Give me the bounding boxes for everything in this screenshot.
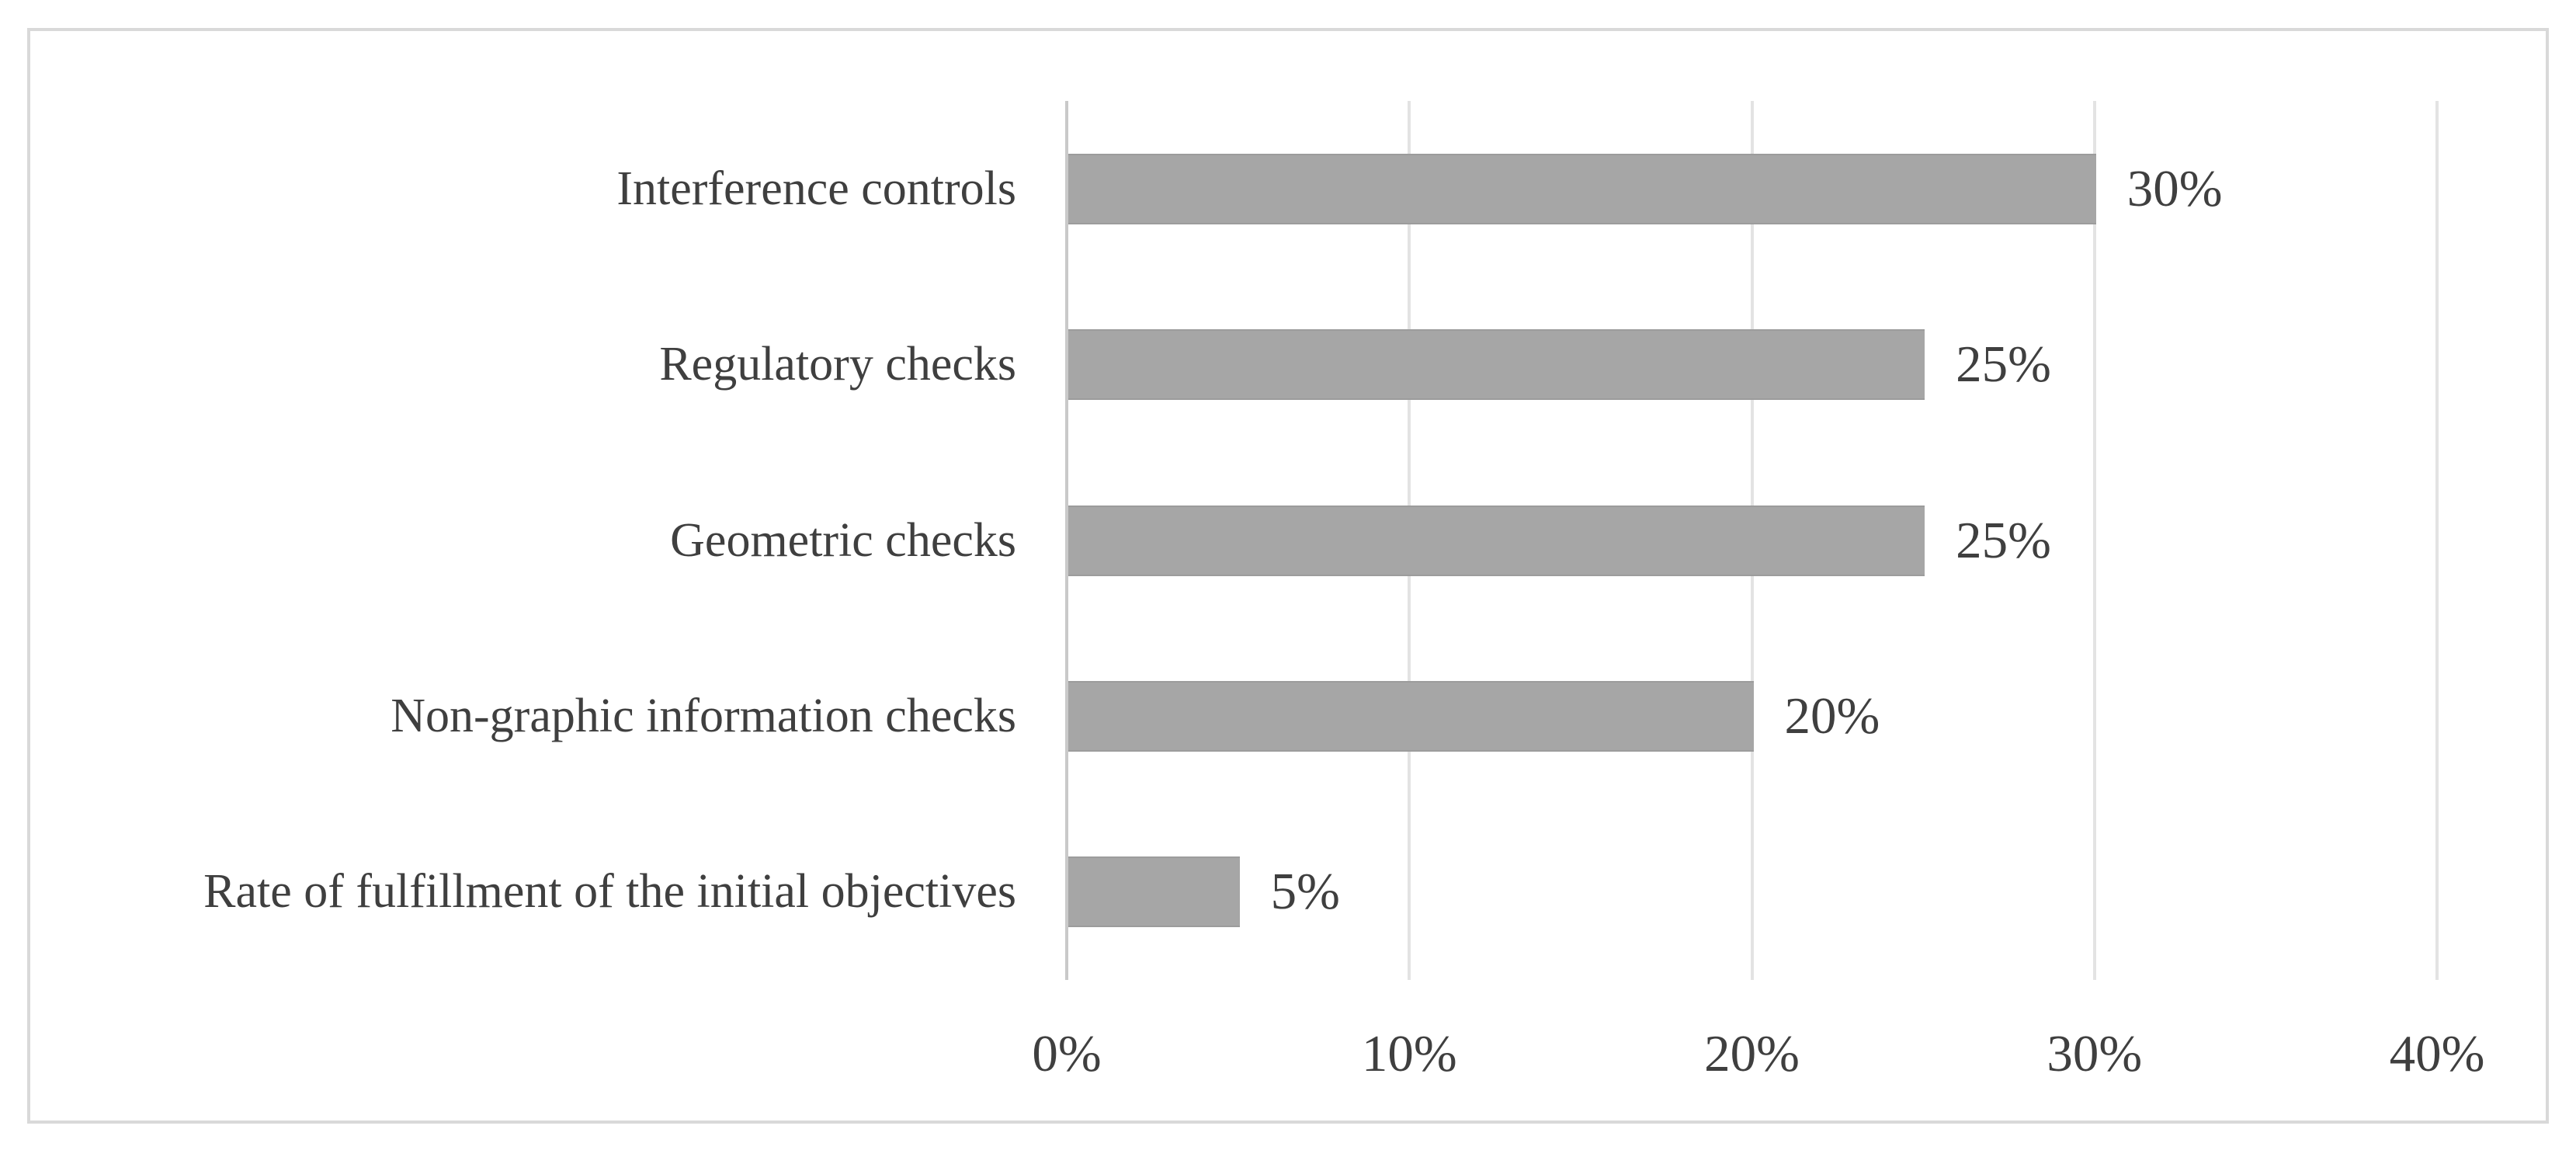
chart-figure-frame: 0% 10% 20% 30% 40% Interference controls 30% Re… xyxy=(27,28,2549,1124)
data-label: 25% xyxy=(1956,335,2051,394)
gridline-30% xyxy=(2092,101,2096,980)
gridline-40% xyxy=(2435,101,2439,980)
data-label: 20% xyxy=(1784,686,1880,745)
category-label: Geometric checks xyxy=(670,513,1016,567)
x-tick-label: 10% xyxy=(1361,1024,1457,1082)
x-tick-label: 20% xyxy=(1704,1024,1800,1082)
data-label: 25% xyxy=(1956,511,2051,569)
data-label: 5% xyxy=(1270,863,1340,921)
x-tick-label: 40% xyxy=(2389,1024,2485,1082)
value-axis-line xyxy=(1065,101,1068,980)
category-label: Regulatory checks xyxy=(659,338,1016,391)
bar-2 xyxy=(1068,329,1925,401)
data-label: 30% xyxy=(2126,159,2223,217)
x-tick-label: 0% xyxy=(1032,1024,1102,1082)
bar-1 xyxy=(1068,153,2096,224)
category-label: Interference controls xyxy=(616,162,1016,215)
category-label: Non-graphic information checks xyxy=(391,689,1016,742)
bar-5 xyxy=(1068,856,1240,928)
x-tick-label: 30% xyxy=(2047,1024,2143,1082)
bar-4 xyxy=(1068,680,1754,752)
category-label: Rate of fulfillment of the initial objec… xyxy=(203,865,1016,919)
bar-3 xyxy=(1068,505,1925,576)
